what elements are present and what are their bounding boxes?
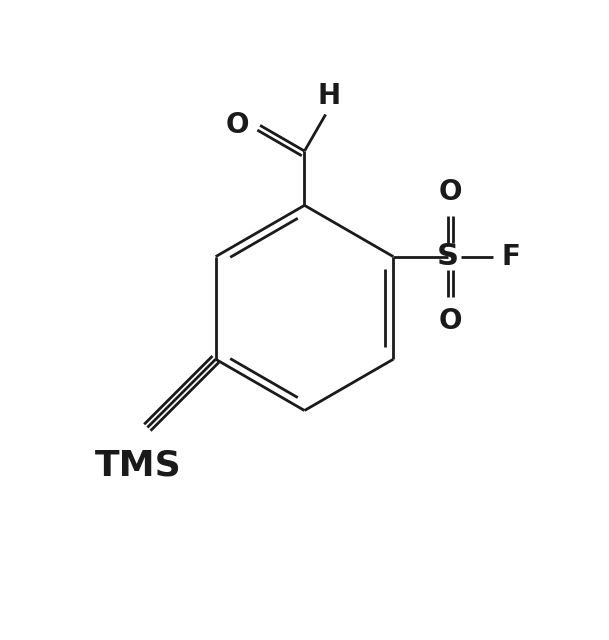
Text: O: O <box>438 178 462 206</box>
Text: O: O <box>438 307 462 335</box>
Text: TMS: TMS <box>95 449 181 483</box>
Text: F: F <box>502 243 521 271</box>
Text: H: H <box>317 82 340 109</box>
Text: S: S <box>437 242 459 271</box>
Text: O: O <box>226 111 249 140</box>
